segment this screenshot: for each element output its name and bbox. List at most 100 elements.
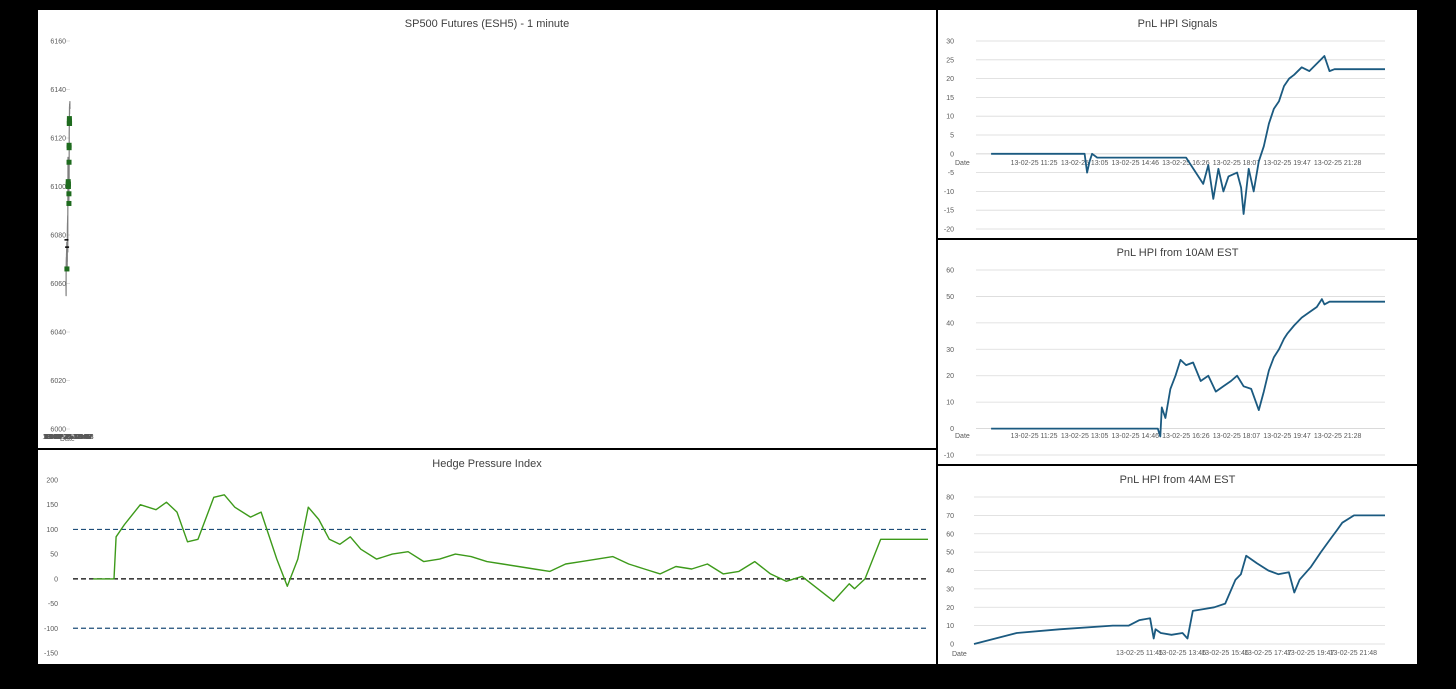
y-tick-label: 50 xyxy=(946,294,954,301)
x-tick-label: 13-02-25 17:47 xyxy=(45,434,93,441)
x-tick-label: 13-02-25 19:47 xyxy=(1287,650,1335,657)
x-tick-label: 13-02-25 14:46 xyxy=(1112,160,1160,167)
y-tick-label: 6160 xyxy=(50,39,66,46)
x-axis-label: Date xyxy=(955,160,970,167)
y-tick-label: 30 xyxy=(946,39,954,46)
x-axis-label: Date xyxy=(952,651,967,658)
x-tick-label: 13-02-25 15:46 xyxy=(44,434,92,441)
price-chart: SP500 Futures (ESH5) - 1 minute 6160 6140 6… xyxy=(42,18,569,443)
x-tick-label: 13-02-25 19:47 xyxy=(1263,160,1311,167)
x-tick-label: 13-02-25 13:46 xyxy=(1158,650,1206,657)
chart-title: PnL HPI from 10AM EST xyxy=(1117,247,1239,259)
y-tick-label: -10 xyxy=(944,453,954,460)
pnl-10am-chart: PnL HPI from 10AM EST 60 50 40 30 20 10 0 -10 13-… xyxy=(944,247,1385,460)
y-tick-label: -150 xyxy=(44,651,58,658)
x-axis-label: Date xyxy=(955,433,970,440)
x-tick-label: 13-02-25 16:26 xyxy=(1162,160,1210,167)
pnl-10am-panel: PnL HPI from 10AM EST 60 50 40 30 20 10 0 -10 13-… xyxy=(938,240,1417,464)
pnl-4am-chart: PnL HPI from 4AM EST 80 70 60 50 40 30 20 10 0 13-… xyxy=(946,474,1385,658)
y-tick-label: 10 xyxy=(946,400,954,407)
y-tick-label: 50 xyxy=(946,550,954,557)
hpi-chart-panel: Hedge Pressure Index 200 150 100 50 0 -50 -100 -… xyxy=(38,450,936,664)
y-tick-label: 6000 xyxy=(50,427,66,434)
signal-marker xyxy=(65,181,71,187)
chart-title: Hedge Pressure Index xyxy=(432,458,542,470)
x-tick-label: 13-02-25 18:07 xyxy=(1213,160,1261,167)
y-tick-label: 6140 xyxy=(50,87,66,94)
y-tick-label: 0 xyxy=(950,151,954,158)
series-line xyxy=(973,514,1385,645)
x-tick-label: 13-02-25 11:25 xyxy=(1011,433,1058,440)
x-tick-label: 13-02-25 14:46 xyxy=(1112,433,1160,440)
x-tick-label: 13-02-25 21:28 xyxy=(1314,160,1362,167)
y-tick-label: 40 xyxy=(946,568,954,575)
chart-title: PnL HPI from 4AM EST xyxy=(1120,474,1236,486)
pnl-signals-chart: PnL HPI Signals 30 25 20 15 10 5 0 -5 -10 -15 -20 13… xyxy=(944,18,1385,234)
x-tick-label: 13-02-25 11:45 xyxy=(43,434,90,441)
y-tick-label: 30 xyxy=(946,586,954,593)
y-tick-label: 6120 xyxy=(50,136,66,143)
y-tick-label: 150 xyxy=(46,502,58,509)
x-axis-label: Date xyxy=(60,436,75,443)
x-tick-label: 13-02-25 15:46 xyxy=(1201,650,1249,657)
x-tick-label: 13-02-25 18:47 xyxy=(45,434,93,441)
y-tick-label: 6040 xyxy=(50,330,66,337)
hedge-pressure-chart: Hedge Pressure Index 200 150 100 50 0 -50 -100 -… xyxy=(44,458,928,658)
y-tick-label: -15 xyxy=(944,208,954,215)
x-tick-label: 13-02-25 20:47 xyxy=(46,434,94,441)
signal-marker xyxy=(66,191,72,197)
signal-marker xyxy=(66,159,72,165)
x-tick-label: 13-02-25 13:05 xyxy=(1061,433,1109,440)
y-tick-label: 40 xyxy=(946,320,954,327)
x-tick-label: 13-02-25 18:07 xyxy=(1213,433,1261,440)
y-tick-label: 6020 xyxy=(50,378,66,385)
y-tick-label: 6060 xyxy=(50,281,66,288)
y-tick-label: 6080 xyxy=(50,233,66,240)
y-tick-label: 50 xyxy=(50,552,58,559)
price-chart-panel: SP500 Futures (ESH5) - 1 minute 6160 6140 6… xyxy=(38,10,936,448)
y-tick-label: 60 xyxy=(946,268,954,275)
y-tick-label: -5 xyxy=(948,170,954,177)
x-tick-label: 13-02-25 12:45 xyxy=(43,434,91,441)
x-tick-label: 13-02-25 17:47 xyxy=(1244,650,1292,657)
series-line xyxy=(93,494,928,602)
pnl-4am-panel: PnL HPI from 4AM EST 80 70 60 50 40 30 20 10 0 13-… xyxy=(938,466,1417,664)
chart-title: PnL HPI Signals xyxy=(1138,18,1218,30)
y-tick-label: -50 xyxy=(48,601,58,608)
y-tick-label: 0 xyxy=(54,576,58,583)
y-tick-label: 20 xyxy=(946,605,954,612)
y-tick-label: 20 xyxy=(946,76,954,83)
x-tick-label: 13-02-25 11:45 xyxy=(1116,650,1163,657)
y-tick-label: 10 xyxy=(946,623,954,630)
x-tick-label: 13-02-25 21:28 xyxy=(1314,433,1362,440)
y-tick-label: 10 xyxy=(946,114,954,121)
pnl-signals-panel: PnL HPI Signals 30 25 20 15 10 5 0 -5 -10 -15 -20 13… xyxy=(938,10,1417,238)
signal-marker xyxy=(64,266,70,272)
x-tick-label: 13-02-25 22:48 xyxy=(46,434,94,441)
y-tick-label: -100 xyxy=(44,626,58,633)
y-tick-label: 200 xyxy=(46,478,58,485)
x-tick-label: 13-02-25 16:26 xyxy=(1162,433,1210,440)
x-tick-label: 13-02-25 11:25 xyxy=(1011,160,1058,167)
x-tick-label: 13-02-25 14:46 xyxy=(44,434,92,441)
y-tick-label: -20 xyxy=(944,227,954,234)
y-tick-label: 100 xyxy=(46,527,58,534)
y-tick-label: 6100 xyxy=(50,184,66,191)
y-tick-label: -10 xyxy=(944,189,954,196)
chart-title: SP500 Futures (ESH5) - 1 minute xyxy=(405,18,569,30)
series-line xyxy=(991,55,1385,215)
signal-marker xyxy=(66,145,72,151)
x-tick-label: 13-02-25 19:47 xyxy=(1263,433,1311,440)
x-tick-label: 13-02-25 10:42 xyxy=(42,434,90,441)
x-tick-label: 13-02-25 19:47 xyxy=(45,434,93,441)
x-tick-label: 13-02-25 13:05 xyxy=(1061,160,1109,167)
y-tick-label: 0 xyxy=(950,426,954,433)
y-tick-label: 30 xyxy=(946,347,954,354)
y-tick-label: 0 xyxy=(950,642,954,649)
y-tick-label: 80 xyxy=(946,495,954,502)
x-tick-label: 13-02-25 13:46 xyxy=(43,434,91,441)
y-tick-label: 25 xyxy=(946,57,954,64)
y-tick-label: 5 xyxy=(950,133,954,140)
series-line xyxy=(991,298,1385,438)
x-tick-label: 13-02-25 21:48 xyxy=(46,434,94,441)
